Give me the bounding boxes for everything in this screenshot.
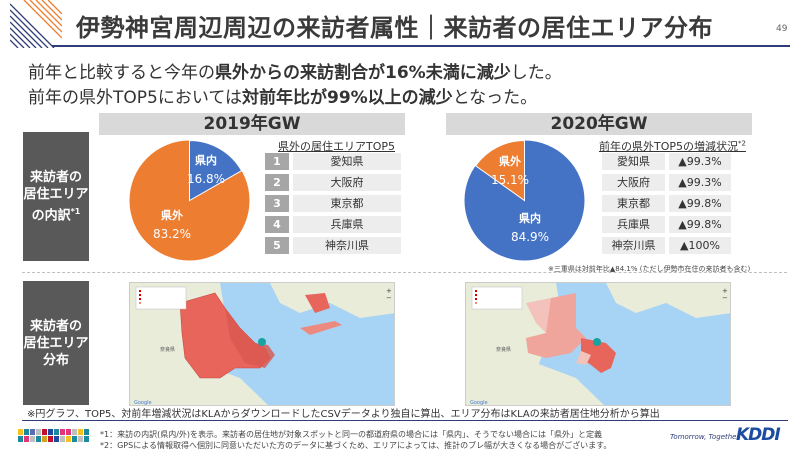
year-header-2020: 2020年GW [446, 113, 752, 135]
footnote-1: *1：来訪の内訳(県内/外)を表示。来訪者の居住地が対象スポットと同一の都道府県… [100, 430, 603, 439]
table-row: 5 神奈川県 [265, 237, 401, 254]
side-label-distribution: 来訪者の 居住エリア 分布 [23, 281, 89, 405]
table-row: 大阪府 ▲99.3% [602, 174, 731, 191]
pie-slice-out-of-prefecture [474, 139, 525, 202]
tagline: Tomorrow, Together [670, 433, 740, 441]
pie-slice-in-prefecture [189, 139, 243, 202]
summary-line-2: 前年の県外TOP5においては対前年比が99%以上の減少となった。 [28, 88, 538, 108]
table-row: 4 兵庫県 [265, 216, 401, 233]
pie-2019-out-label: 県外 83.2% [152, 209, 192, 241]
pie-2020-in-label: 県内 84.9% [510, 212, 550, 244]
page-title: 伊勢神宮周辺周辺の来訪者属性｜来訪者の居住エリア分布 [76, 14, 713, 42]
footnote-2: *2：GPSによる情報取得へ個別に同意いただいた方のデータに基づくため、エリアに… [100, 441, 612, 450]
pie-2019-in-label: 県内 16.8% [186, 154, 226, 186]
svg-text:奈良県: 奈良県 [496, 346, 511, 353]
footer-divider [22, 420, 788, 421]
section-divider [22, 272, 787, 273]
table-row: 2 大阪府 [265, 174, 401, 191]
summary-line-1: 前年と比較すると今年の県外からの来訪割合が16%未満に減少した。 [28, 63, 562, 83]
year-header-2019: 2019年GW [99, 113, 405, 135]
kddi-logo: KDDI [736, 425, 781, 445]
summary-text: 前年と比較すると今年の県外からの来訪割合が16%未満に減少した。 前年の県外TO… [28, 61, 562, 111]
table-row: 兵庫県 ▲99.8% [602, 216, 731, 233]
svg-text:−: − [722, 294, 728, 302]
pie-2020-out-label: 県外 15.1% [490, 155, 530, 187]
brand-mosaic-icon [18, 429, 89, 442]
source-note: ※円グラフ、TOP5、対前年増減状況はKLAからダウンロードしたCSVデータより… [27, 409, 660, 420]
change-table-heading: 前年の県外TOP5の増減状況*2 [599, 139, 746, 153]
map-2019[interactable]: 奈良県 Google + − [129, 282, 395, 406]
svg-text:奈良県: 奈良県 [160, 346, 175, 353]
top5-table-heading: 県外の居住エリアTOP5 [278, 140, 396, 153]
map-2020[interactable]: 奈良県 Google + − [465, 282, 731, 406]
decorative-stripes [10, 0, 62, 48]
table-row: 神奈川県 ▲100% [602, 237, 731, 254]
svg-text:−: − [386, 294, 392, 302]
table-row: 1 愛知県 [265, 153, 401, 170]
side-label-breakdown: 来訪者の 居住エリア の内訳*1 [23, 132, 89, 261]
table-row: 愛知県 ▲99.3% [602, 153, 731, 170]
svg-text:Google: Google [134, 400, 152, 406]
svg-text:+: + [386, 287, 392, 295]
mie-note: ※三重県は対前年比▲84.1% (ただし伊勢市在住の来訪者も含む) [548, 265, 751, 273]
pie-chart-2020 [464, 139, 585, 261]
table-row: 東京都 ▲99.8% [602, 195, 731, 212]
svg-text:Google: Google [470, 400, 488, 406]
page-number: 49 [776, 24, 788, 34]
svg-text:+: + [722, 287, 728, 295]
table-row: 3 東京都 [265, 195, 401, 212]
pie-chart-2019 [129, 139, 250, 261]
title-divider [52, 45, 790, 47]
